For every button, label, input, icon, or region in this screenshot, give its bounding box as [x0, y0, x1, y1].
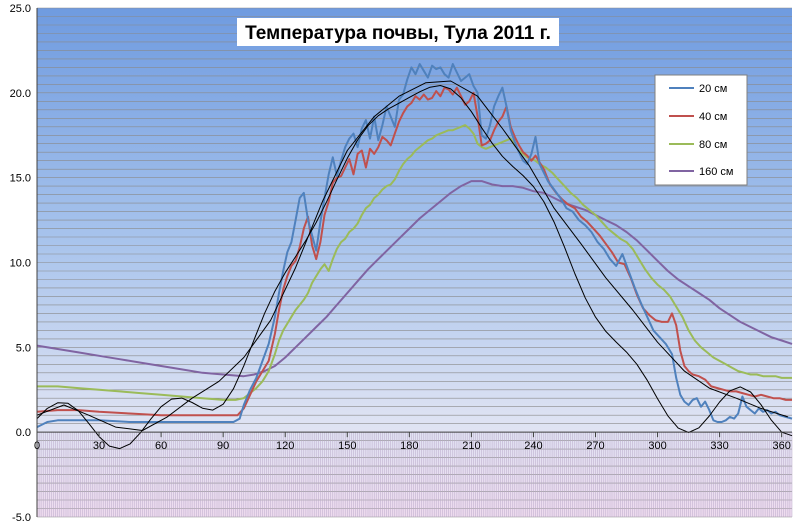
- x-tick-label: 300: [648, 440, 666, 452]
- series-line-160cm: [36, 180, 793, 378]
- x-minor-ticks: [36, 432, 793, 517]
- y-tick-label: 5.0: [16, 342, 31, 354]
- x-tick-label: 360: [772, 440, 790, 452]
- x-tick-label: 240: [524, 440, 542, 452]
- legend-box: [654, 74, 748, 186]
- legend-label-160cm: 160 см: [699, 166, 733, 178]
- series-line-40cm: [36, 86, 792, 417]
- series-line-trend-5: [36, 80, 789, 431]
- x-tick-label: 210: [462, 440, 480, 452]
- y-tick-label: -5.0: [12, 512, 31, 524]
- x-tick-label: 60: [155, 440, 167, 452]
- legend-label-40cm: 40 см: [699, 111, 727, 123]
- legend: 20 см 40 см 80 см 160 см: [654, 74, 748, 186]
- x-tick-label: 330: [710, 440, 728, 452]
- series-lines: [36, 63, 793, 450]
- x-tick-label: 180: [400, 440, 418, 452]
- x-tick-label: 30: [93, 440, 105, 452]
- y-tick-label: 25.0: [10, 3, 31, 15]
- x-tick-label: 270: [586, 440, 604, 452]
- chart-title-box: Температура почвы, Тула 2011 г.: [237, 18, 559, 46]
- x-tick-label: 120: [276, 440, 294, 452]
- x-tick-label: 0: [34, 440, 40, 452]
- y-tick-label: 10.0: [10, 258, 31, 270]
- legend-label-80cm: 80 см: [699, 139, 727, 151]
- y-tick-label: 0.0: [16, 427, 31, 439]
- x-tick-label: 150: [338, 440, 356, 452]
- series-line-80cm: [37, 124, 792, 401]
- legend-label-20cm: 20 см: [699, 83, 727, 95]
- y-tick-label: 20.0: [10, 88, 31, 100]
- y-tick-label: 15.0: [10, 173, 31, 185]
- x-tick-label: 90: [217, 440, 229, 452]
- chart-title: Температура почвы, Тула 2011 г.: [245, 23, 551, 44]
- axes: -5.0 0.0 5.0 10.0 15.0 20.0 25.0 0 30 60 90 120 150 1…: [10, 3, 792, 524]
- series-line-20cm: [36, 63, 793, 428]
- series-line-trend-4: [36, 85, 793, 450]
